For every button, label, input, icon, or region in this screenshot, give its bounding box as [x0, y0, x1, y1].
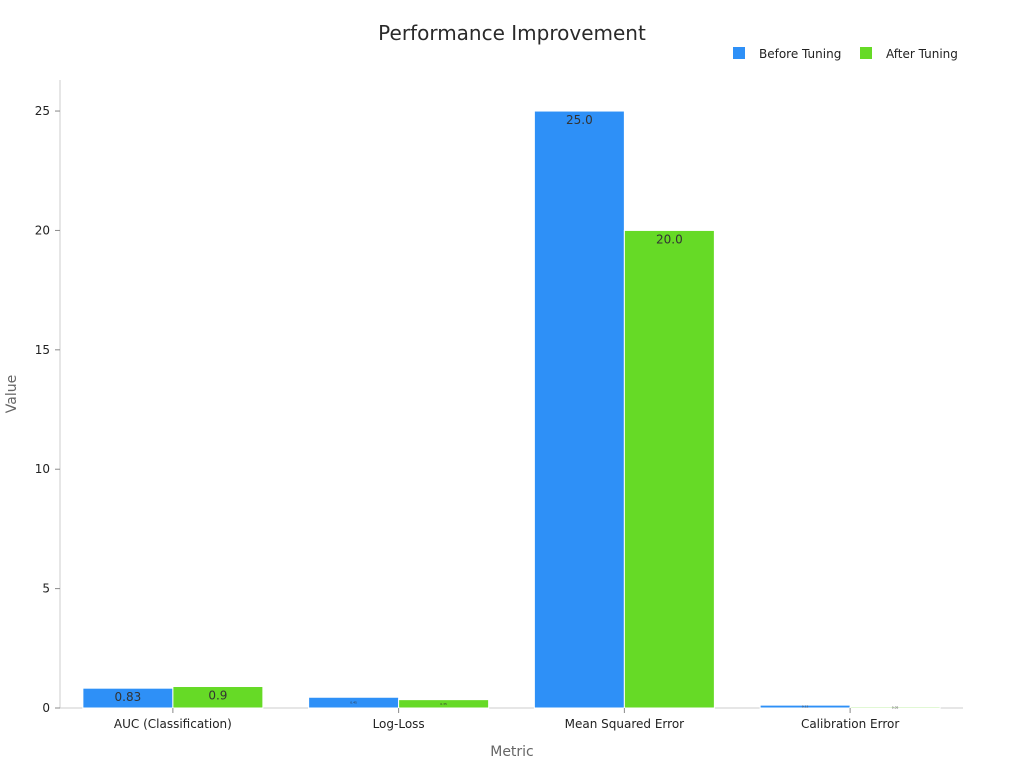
y-tick-label: 15 — [35, 343, 50, 357]
bar-value-label: 20.0 — [656, 232, 683, 246]
bar — [849, 706, 941, 709]
bar — [398, 699, 490, 709]
bar-value-label: 0.35 — [440, 702, 447, 706]
bars: 0.83 0.9 0.45 0.35 25.0 20.0 0.12 0.05 — [82, 110, 941, 709]
bar-value-label: 0.45 — [350, 701, 357, 705]
bar-value-label: 0.05 — [892, 705, 899, 709]
x-tick-label: Log-Loss — [373, 717, 425, 731]
y-tick-label: 10 — [35, 462, 50, 476]
legend-label: Before Tuning — [759, 47, 841, 61]
x-tick-label: Calibration Error — [801, 717, 899, 731]
y-axis-title: Value — [4, 375, 20, 413]
x-tick-label: Mean Squared Error — [565, 717, 685, 731]
x-tick-label: AUC (Classification) — [114, 717, 232, 731]
legend: Before Tuning After Tuning — [733, 47, 958, 61]
bar-value-label: 0.12 — [802, 705, 809, 709]
bar-value-label: 0.83 — [115, 690, 142, 704]
chart-title: Performance Improvement — [378, 21, 646, 45]
bar — [533, 110, 625, 709]
y-tick-label: 25 — [35, 104, 50, 118]
legend-swatch — [860, 47, 872, 59]
legend-swatch — [733, 47, 745, 59]
bar — [172, 686, 264, 709]
legend-label: After Tuning — [886, 47, 958, 61]
bar-value-label: 25.0 — [566, 113, 593, 127]
bar — [623, 229, 715, 709]
x-axis: AUC (Classification) Log-Loss Mean Squared… — [114, 708, 899, 731]
y-tick-label: 20 — [35, 223, 50, 237]
x-axis-title: Metric — [490, 744, 534, 760]
bar-value-label: 0.9 — [208, 689, 227, 703]
y-tick-label: 0 — [42, 701, 50, 715]
y-tick-label: 5 — [42, 582, 50, 596]
y-axis: 0 5 10 15 20 25 — [35, 104, 60, 715]
